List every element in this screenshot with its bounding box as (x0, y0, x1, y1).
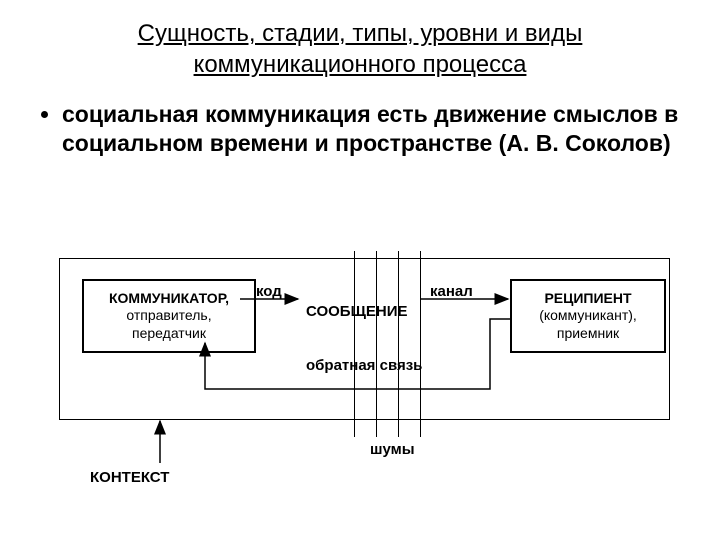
slide-title: Сущность, стадии, типы, уровни и виды ко… (0, 0, 720, 80)
recipient-line1: РЕЦИПИЕНТ (544, 290, 631, 308)
recipient-line3: приемник (557, 325, 619, 343)
noise-line (354, 251, 355, 437)
context-label: КОНТЕКСТ (90, 469, 169, 486)
noise-line (376, 251, 377, 437)
communicator-line1: КОММУНИКАТОР, (109, 290, 229, 308)
message-label: СООБЩЕНИЕ (306, 303, 407, 320)
noise-label: шумы (370, 441, 415, 458)
bullet-text: социальная коммуникация есть движение см… (62, 100, 680, 158)
communicator-line2: отправитель, (126, 307, 211, 325)
noise-line (420, 251, 421, 437)
recipient-line2: (коммуникант), (539, 307, 637, 325)
feedback-label: обратная связь (306, 357, 422, 374)
title-line1: Сущность, стадии, типы, уровни и виды (138, 20, 583, 47)
code-label: код (256, 283, 282, 300)
main-bullet: социальная коммуникация есть движение см… (0, 80, 720, 158)
communicator-line3: передатчик (132, 325, 206, 343)
communicator-box: КОММУНИКАТОР, отправитель, передатчик (82, 279, 256, 353)
title-line2: коммуникационного процесса (194, 51, 527, 78)
noise-line (398, 251, 399, 437)
diagram-frame: КОММУНИКАТОР, отправитель, передатчик РЕ… (59, 258, 670, 420)
channel-label: канал (430, 283, 473, 300)
recipient-box: РЕЦИПИЕНТ (коммуникант), приемник (510, 279, 666, 353)
